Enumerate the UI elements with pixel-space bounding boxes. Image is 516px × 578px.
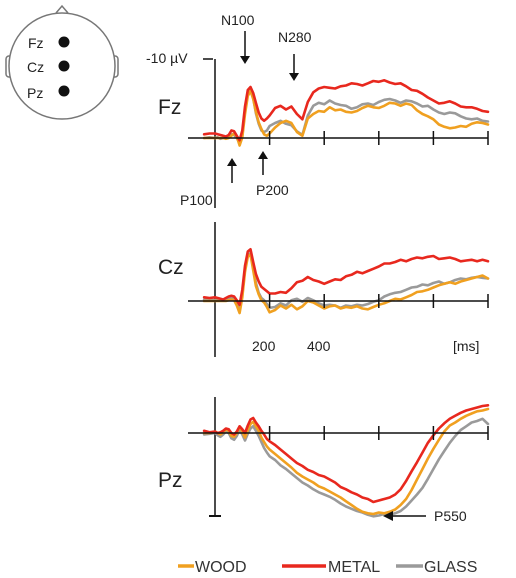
arrow-n280-head xyxy=(289,73,299,81)
annotation-n100: N100 xyxy=(221,12,255,28)
legend-label-glass: GLASS xyxy=(424,559,477,576)
pz-line-metal xyxy=(202,403,490,504)
arrow-p100-head xyxy=(227,158,237,166)
annotation-p100: P100 xyxy=(180,192,213,208)
arrow-n100-head xyxy=(240,56,250,64)
pz-channel-label: Pz xyxy=(158,469,183,492)
x-axis-unit-label: [ms] xyxy=(453,338,479,354)
legend-item-metal: METAL xyxy=(282,559,380,576)
annotation-n280: N280 xyxy=(278,29,312,45)
panel-cz: Cz xyxy=(158,222,490,357)
fz-annotations: N100 N280 P100 P200 xyxy=(180,12,312,208)
cz-channel-label: Cz xyxy=(158,256,184,279)
x-tick-label-400: 400 xyxy=(307,338,331,354)
electrode-cz-dot xyxy=(58,60,70,72)
electrode-head-map: Fz Cz Pz xyxy=(5,4,119,120)
fz-channel-label: Fz xyxy=(158,96,181,119)
panel-fz: Fz xyxy=(158,59,490,208)
electrode-pz-dot xyxy=(58,85,70,97)
electrode-fz-label: Fz xyxy=(28,35,44,51)
legend-item-glass: GLASS xyxy=(396,559,477,576)
head-nose xyxy=(55,4,69,14)
y-scale-label: -10 µV xyxy=(146,50,188,66)
legend-label-wood: WOOD xyxy=(195,559,247,576)
pz-line-glass xyxy=(202,417,490,518)
annotation-p550: P550 xyxy=(434,508,467,524)
annotation-p200: P200 xyxy=(256,182,289,198)
x-tick-label-200: 200 xyxy=(252,338,276,354)
legend-item-wood: WOOD xyxy=(178,559,247,576)
pz-annotations: P550 xyxy=(383,508,467,524)
pz-line-wood xyxy=(202,407,490,516)
legend-label-metal: METAL xyxy=(328,559,380,576)
arrow-p200-head xyxy=(258,151,268,159)
cz-line-metal xyxy=(202,248,490,307)
electrode-fz-dot xyxy=(58,36,70,48)
electrode-cz-label: Cz xyxy=(27,59,44,75)
legend: WOOD METAL GLASS xyxy=(178,559,477,576)
cz-line-wood xyxy=(202,253,490,315)
panel-pz: Pz xyxy=(158,397,490,518)
arrow-p550-head xyxy=(383,511,393,521)
electrode-pz-label: Pz xyxy=(27,85,43,101)
